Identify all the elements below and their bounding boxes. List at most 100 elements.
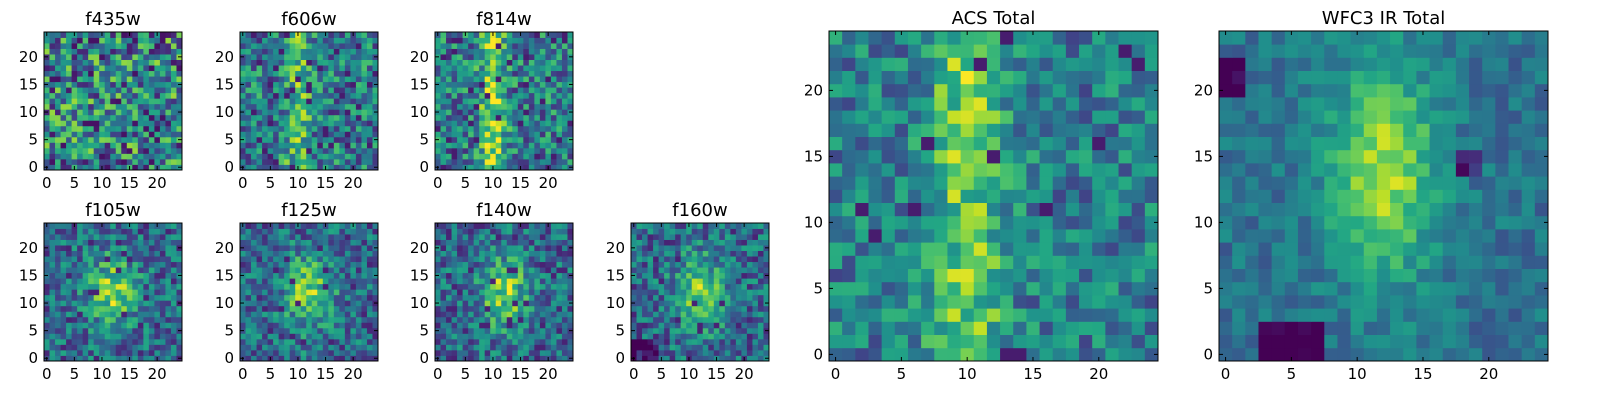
heatmap-cell [311, 114, 318, 121]
heatmap-cell [490, 114, 497, 121]
heatmap-cell [506, 81, 513, 88]
heatmap-cell [484, 136, 491, 143]
heatmap-cell [159, 65, 166, 72]
heatmap-cell [328, 142, 335, 149]
heatmap-cell [245, 239, 252, 246]
heatmap-cell [289, 272, 296, 279]
y-tick-label: 20 [410, 239, 429, 257]
heatmap-cell [93, 98, 100, 105]
heatmap-cell [719, 322, 726, 329]
heatmap-cell [110, 261, 117, 268]
heatmap-cell [545, 103, 552, 110]
heatmap-cell [686, 294, 693, 301]
heatmap-cell [567, 37, 574, 44]
heatmap-cell [642, 267, 648, 274]
heatmap-cell [647, 333, 654, 340]
heatmap-cell [251, 322, 257, 329]
heatmap-cell [435, 305, 441, 312]
heatmap-cell [44, 153, 50, 160]
heatmap-cell [523, 300, 530, 307]
heatmap-cell [300, 59, 307, 66]
heatmap-cell [512, 92, 519, 99]
heatmap-cell [44, 43, 50, 49]
heatmap-cell [468, 87, 475, 94]
heatmap-cell [451, 32, 458, 38]
heatmap-cell [278, 245, 285, 251]
heatmap-cell [468, 278, 475, 285]
heatmap-cell [251, 278, 257, 285]
heatmap-cell [170, 333, 177, 340]
y-tick-label: 10 [410, 294, 429, 312]
heatmap-cell [132, 349, 139, 356]
heatmap-cell [451, 338, 458, 345]
heatmap-cell [366, 234, 373, 240]
heatmap-cell [55, 120, 61, 127]
heatmap-cell [479, 239, 486, 246]
heatmap-cell [55, 267, 61, 274]
heatmap-cell [757, 283, 764, 290]
heatmap-cell [528, 43, 535, 49]
heatmap-cell [490, 327, 497, 334]
heatmap-cell [512, 333, 519, 340]
heatmap-cell [545, 245, 552, 251]
heatmap-cell [300, 37, 307, 44]
heatmap-cell [170, 349, 177, 356]
heatmap-cell [517, 59, 524, 66]
heatmap-cell [104, 267, 111, 274]
heatmap-cell [730, 338, 737, 345]
heatmap-cell [311, 344, 318, 351]
heatmap-cell [1065, 215, 1080, 230]
heatmap-cell [350, 272, 357, 279]
heatmap-cell [697, 294, 704, 301]
heatmap-cell [284, 294, 291, 301]
heatmap-cell [479, 76, 486, 83]
heatmap-cell [528, 164, 535, 171]
heatmap-cell [523, 283, 530, 290]
heatmap-cell [490, 92, 497, 99]
heatmap-cell [960, 242, 975, 256]
heatmap-cell [907, 215, 922, 230]
heatmap-cell [561, 92, 568, 99]
heatmap-cell [506, 267, 513, 274]
heatmap-cell [1131, 215, 1146, 230]
heatmap-cell [88, 81, 95, 88]
heatmap-cell [567, 283, 574, 290]
heatmap-cell [104, 125, 111, 132]
heatmap-cell [71, 261, 78, 268]
heatmap-cell [317, 355, 324, 362]
heatmap-cell [539, 87, 546, 94]
heatmap-cell [355, 305, 362, 312]
heatmap-cell [132, 59, 139, 66]
heatmap-cell [170, 158, 177, 165]
heatmap-cell [539, 120, 546, 127]
heatmap-cell [55, 311, 61, 318]
heatmap-cell [300, 76, 307, 83]
heatmap-cell [451, 142, 458, 149]
heatmap-cell [473, 223, 480, 229]
heatmap-cell [88, 355, 95, 362]
heatmap-cell [256, 120, 263, 127]
heatmap-cell [300, 349, 307, 356]
heatmap-cell [691, 316, 698, 323]
heatmap-cell [154, 322, 161, 329]
heatmap-cell [528, 142, 535, 149]
heatmap-cell [49, 267, 56, 274]
heatmap-cell [55, 70, 61, 77]
heatmap-cell [479, 278, 486, 285]
heatmap-cell [763, 349, 770, 356]
heatmap-cell [1013, 202, 1027, 217]
heatmap-cell [262, 48, 268, 55]
heatmap-cell [322, 136, 329, 143]
heatmap-cell [82, 164, 89, 171]
heatmap-cell [176, 267, 183, 274]
heatmap-cell [328, 87, 335, 94]
heatmap-cell [631, 311, 637, 318]
heatmap-cell [66, 333, 72, 340]
heatmap-cell [686, 311, 693, 318]
heatmap-cell [132, 294, 139, 301]
heatmap-cell [567, 65, 574, 72]
heatmap-cell [88, 147, 95, 154]
heatmap-cell [55, 65, 61, 72]
heatmap-cell [154, 245, 161, 251]
heatmap-cell [446, 294, 452, 301]
